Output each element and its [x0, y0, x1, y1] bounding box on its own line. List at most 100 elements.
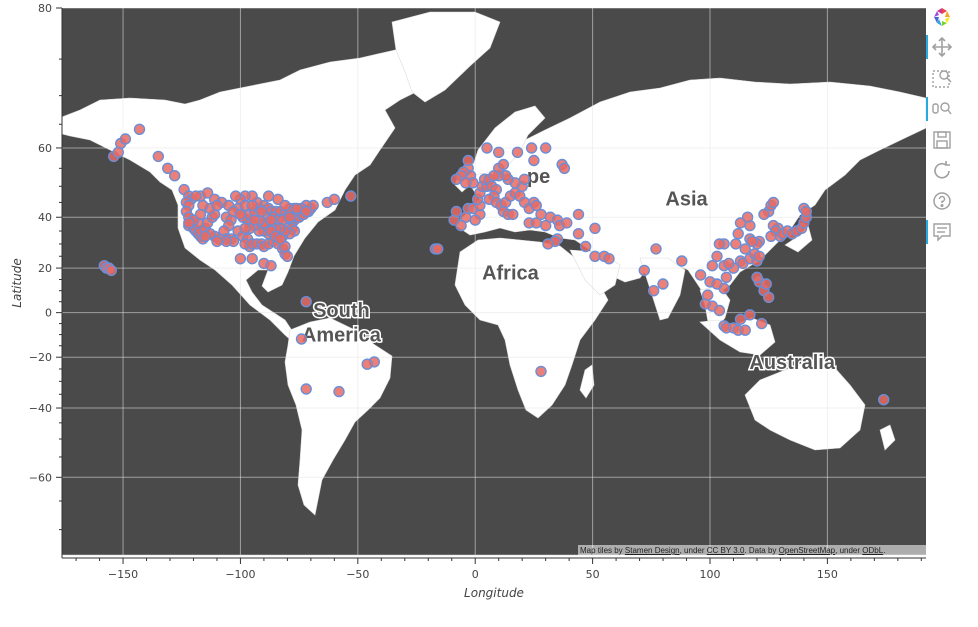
data-point[interactable]	[455, 219, 467, 232]
data-point[interactable]	[732, 227, 744, 240]
wheel-zoom-icon[interactable]	[926, 97, 954, 121]
data-point[interactable]	[723, 257, 735, 270]
data-point[interactable]	[518, 173, 531, 186]
data-point[interactable]	[878, 394, 890, 406]
data-point[interactable]	[767, 196, 780, 209]
data-point[interactable]	[199, 230, 211, 243]
data-point[interactable]	[211, 199, 223, 212]
data-point[interactable]	[246, 253, 258, 265]
data-point[interactable]	[284, 211, 296, 223]
data-point[interactable]	[535, 365, 547, 378]
data-point[interactable]	[345, 190, 357, 202]
data-point[interactable]	[511, 146, 524, 159]
data-point[interactable]	[579, 240, 592, 253]
data-point[interactable]	[572, 208, 585, 221]
data-point[interactable]	[190, 190, 202, 202]
data-point[interactable]	[734, 217, 747, 229]
data-point[interactable]	[469, 214, 481, 226]
data-point[interactable]	[528, 154, 540, 167]
data-point[interactable]	[493, 146, 505, 159]
data-point[interactable]	[211, 235, 223, 248]
data-point[interactable]	[758, 208, 770, 221]
data-point[interactable]	[694, 269, 707, 281]
data-point[interactable]	[702, 289, 714, 301]
data-point[interactable]	[161, 162, 174, 175]
data-point[interactable]	[657, 278, 669, 290]
data-point[interactable]	[300, 296, 312, 308]
data-point[interactable]	[603, 253, 615, 265]
data-point[interactable]	[295, 333, 308, 345]
data-point[interactable]	[152, 150, 165, 163]
data-point[interactable]	[432, 243, 444, 255]
data-point[interactable]	[530, 199, 542, 212]
data-point[interactable]	[540, 219, 552, 232]
data-point[interactable]	[328, 193, 340, 206]
data-point[interactable]	[558, 162, 571, 175]
data-point[interactable]	[711, 250, 723, 262]
data-point[interactable]	[462, 154, 474, 167]
data-point[interactable]	[638, 264, 650, 277]
data-point[interactable]	[194, 208, 207, 221]
data-point[interactable]	[279, 199, 291, 212]
data-point[interactable]	[300, 205, 312, 218]
cc-by-link[interactable]: CC BY 3.0	[706, 546, 745, 555]
data-point[interactable]	[291, 202, 303, 215]
box-zoom-icon[interactable]	[930, 66, 954, 90]
data-point[interactable]	[281, 250, 294, 262]
data-point[interactable]	[720, 271, 733, 283]
data-point[interactable]	[265, 260, 277, 272]
data-point[interactable]	[760, 278, 772, 290]
bokeh-logo-icon[interactable]	[930, 6, 954, 30]
stamen-link[interactable]: Stamen Design	[624, 546, 680, 555]
data-point[interactable]	[105, 264, 118, 277]
odbl-link[interactable]: ODbL	[862, 546, 884, 555]
data-point[interactable]	[183, 217, 195, 229]
data-point[interactable]	[751, 271, 763, 283]
help-icon[interactable]	[930, 189, 954, 213]
data-point[interactable]	[507, 208, 519, 221]
data-point[interactable]	[239, 222, 251, 235]
data-point[interactable]	[333, 385, 345, 398]
data-point[interactable]	[497, 158, 510, 171]
data-point[interactable]	[274, 233, 286, 245]
data-point[interactable]	[133, 123, 146, 136]
data-point[interactable]	[739, 324, 751, 336]
data-point[interactable]	[734, 313, 747, 325]
data-point[interactable]	[234, 208, 247, 221]
data-point[interactable]	[706, 260, 718, 272]
data-point[interactable]	[119, 133, 132, 145]
data-point[interactable]	[746, 235, 758, 248]
data-point[interactable]	[481, 142, 493, 154]
data-points[interactable]	[98, 123, 890, 406]
osm-link[interactable]: OpenStreetMap	[778, 546, 836, 555]
data-point[interactable]	[460, 177, 472, 189]
data-point[interactable]	[572, 227, 585, 240]
data-point[interactable]	[450, 205, 463, 218]
data-point[interactable]	[650, 243, 662, 255]
data-point[interactable]	[739, 243, 751, 255]
data-point[interactable]	[763, 291, 775, 303]
data-point[interactable]	[229, 190, 242, 202]
data-point[interactable]	[361, 358, 373, 370]
data-point[interactable]	[800, 205, 812, 218]
data-point[interactable]	[676, 255, 688, 267]
data-point[interactable]	[300, 383, 312, 395]
data-point[interactable]	[730, 238, 742, 250]
data-point[interactable]	[488, 169, 500, 182]
data-point[interactable]	[756, 317, 768, 330]
data-point[interactable]	[201, 187, 214, 199]
data-point[interactable]	[542, 238, 554, 250]
data-point[interactable]	[525, 142, 538, 154]
data-point[interactable]	[713, 304, 726, 317]
reset-icon[interactable]	[930, 159, 954, 183]
data-point[interactable]	[246, 199, 258, 212]
data-point[interactable]	[744, 309, 756, 321]
data-point[interactable]	[589, 222, 601, 235]
data-point[interactable]	[255, 205, 268, 218]
pan-icon[interactable]	[926, 35, 954, 59]
data-point[interactable]	[234, 253, 247, 265]
save-icon[interactable]	[930, 128, 954, 152]
data-point[interactable]	[648, 285, 660, 297]
data-point[interactable]	[262, 190, 275, 202]
data-point[interactable]	[168, 169, 181, 182]
